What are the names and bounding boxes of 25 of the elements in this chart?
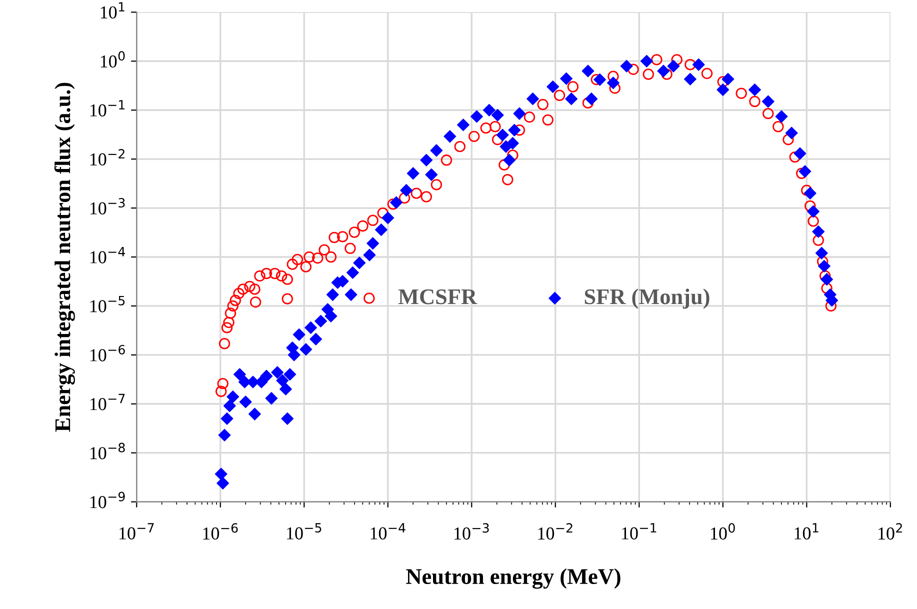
x-axis-title: Neutron energy (MeV)	[406, 568, 620, 589]
y-axis-title: Energy integrated neutron flux (a.u.)	[54, 82, 75, 432]
y-tick-label: 10$^{−5}$	[90, 296, 125, 312]
y-tick-label: 10$^{−9}$	[90, 492, 125, 508]
x-tick-label: 10$^{0}$	[711, 523, 735, 540]
x-tick-label: 10$^{−6}$	[203, 523, 238, 540]
x-tick-label: 10$^{−7}$	[120, 523, 154, 540]
legend-label: SFR (Monju)	[584, 288, 710, 309]
x-tick-label: 10$^{−4}$	[370, 523, 406, 540]
y-tick-label: 10$^{−4}$	[90, 247, 125, 264]
legend-label: MCSFR	[398, 289, 478, 304]
x-tick-label: 10$^{1}$	[794, 523, 818, 540]
y-tick-label: 10$^{−7}$	[90, 394, 125, 410]
y-tick-label: 10$^{−1}$	[90, 100, 125, 116]
x-tick-label: 10$^{2}$	[878, 523, 902, 540]
y-tick-label: 10$^{−2}$	[90, 149, 124, 166]
x-tick-label: 10$^{−3}$	[454, 523, 489, 540]
x-tick-label: 10$^{−5}$	[287, 523, 322, 540]
y-tick-label: 10$^{0}$	[100, 51, 125, 68]
y-tick-label: 10$^{−3}$	[90, 198, 125, 214]
x-tick-label: 10$^{−2}$	[538, 523, 572, 540]
y-tick-label: 10$^{−6}$	[90, 344, 125, 362]
y-tick-label: 10$^{1}$	[100, 2, 124, 19]
y-tick-label: 10$^{−8}$	[90, 442, 125, 460]
x-tick-label: 10$^{−1}$	[622, 523, 656, 540]
